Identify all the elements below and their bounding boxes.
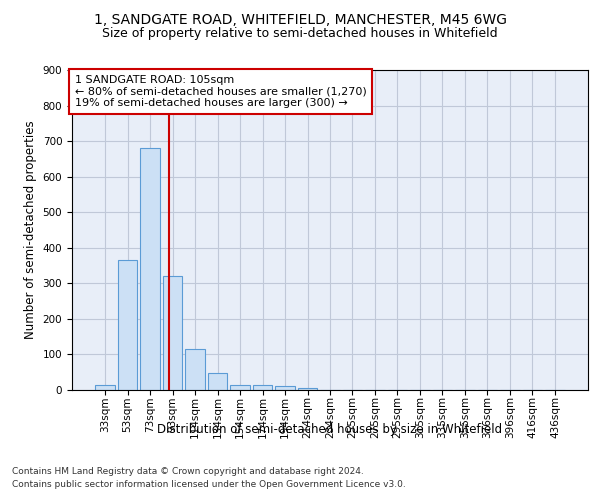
Bar	[185, 349, 205, 390]
Bar	[140, 148, 160, 390]
Bar	[208, 374, 227, 390]
Bar	[95, 384, 115, 390]
Text: 1, SANDGATE ROAD, WHITEFIELD, MANCHESTER, M45 6WG: 1, SANDGATE ROAD, WHITEFIELD, MANCHESTER…	[94, 12, 506, 26]
Bar	[118, 260, 137, 390]
Bar	[275, 386, 295, 390]
Y-axis label: Number of semi-detached properties: Number of semi-detached properties	[24, 120, 37, 340]
Bar	[253, 386, 272, 390]
Bar	[298, 388, 317, 390]
Text: 1 SANDGATE ROAD: 105sqm
← 80% of semi-detached houses are smaller (1,270)
19% of: 1 SANDGATE ROAD: 105sqm ← 80% of semi-de…	[74, 75, 367, 108]
Bar	[163, 276, 182, 390]
Text: Distribution of semi-detached houses by size in Whitefield: Distribution of semi-detached houses by …	[157, 422, 503, 436]
Text: Size of property relative to semi-detached houses in Whitefield: Size of property relative to semi-detach…	[102, 28, 498, 40]
Text: Contains public sector information licensed under the Open Government Licence v3: Contains public sector information licen…	[12, 480, 406, 489]
Text: Contains HM Land Registry data © Crown copyright and database right 2024.: Contains HM Land Registry data © Crown c…	[12, 468, 364, 476]
Bar	[230, 384, 250, 390]
